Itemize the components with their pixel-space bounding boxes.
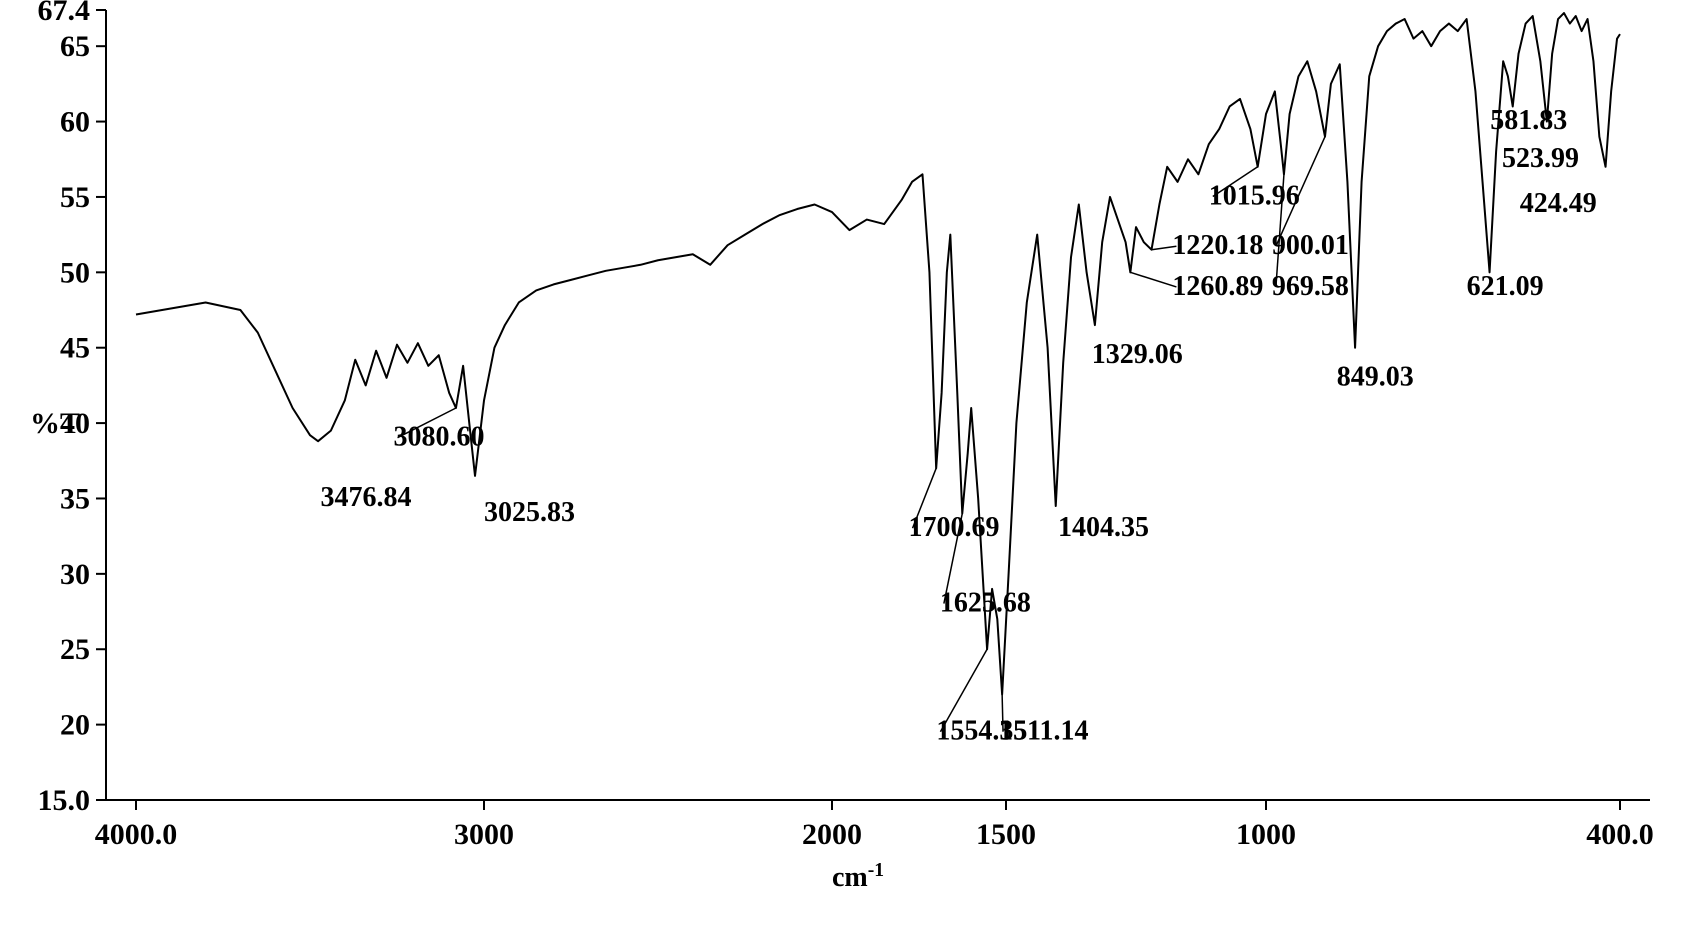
y-tick-label: 20 [60, 709, 90, 742]
peak-label: 3080.60 [394, 422, 485, 453]
peak-leader [1130, 272, 1176, 287]
x-tick-label: 4000.0 [95, 818, 178, 851]
peak-label: 3025.83 [484, 497, 575, 528]
y-tick-label: 15.0 [38, 784, 91, 817]
peak-label: 1404.35 [1058, 512, 1149, 543]
y-tick-label: 50 [60, 256, 90, 289]
x-axis-label: cm-1 [832, 860, 884, 894]
peak-label: 1625.68 [940, 588, 1031, 619]
y-tick-label: 45 [60, 332, 90, 365]
y-axis-label: %T [30, 407, 80, 440]
y-tick-label: 60 [60, 106, 90, 139]
peak-label: 1700.69 [909, 512, 1000, 543]
peak-label: 424.49 [1520, 188, 1597, 219]
y-tick-label: 35 [60, 482, 90, 515]
peak-label: 581.83 [1490, 105, 1567, 136]
peak-label: 1329.06 [1092, 339, 1183, 370]
chart-svg: 67.46560555045403530252015.04000.0300020… [0, 0, 1686, 940]
x-tick-label: 1500 [976, 818, 1036, 851]
y-tick-label: 25 [60, 633, 90, 666]
y-tick-label: 55 [60, 181, 90, 214]
peak-label: 969.58 [1272, 271, 1349, 302]
x-tick-label: 3000 [454, 818, 514, 851]
peak-label: 1511.14 [999, 716, 1088, 747]
x-tick-label: 2000 [802, 818, 862, 851]
y-tick-label: 30 [60, 558, 90, 591]
y-tick-label: 65 [60, 30, 90, 63]
peak-label: 849.03 [1337, 361, 1414, 392]
peak-label: 1260.89 [1172, 271, 1263, 302]
x-tick-label: 400.0 [1586, 818, 1654, 851]
x-tick-label: 1000 [1236, 818, 1296, 851]
peak-label: 621.09 [1467, 271, 1544, 302]
peak-label: 1015.96 [1209, 180, 1300, 211]
ir-spectrum-chart: 67.46560555045403530252015.04000.0300020… [0, 0, 1686, 940]
spectrum-line [136, 13, 1620, 694]
peak-label: 900.01 [1272, 230, 1349, 261]
peak-label: 3476.84 [320, 482, 411, 513]
peak-label: 523.99 [1502, 143, 1579, 174]
y-tick-label: 67.4 [38, 0, 91, 27]
peak-label: 1220.18 [1172, 230, 1263, 261]
